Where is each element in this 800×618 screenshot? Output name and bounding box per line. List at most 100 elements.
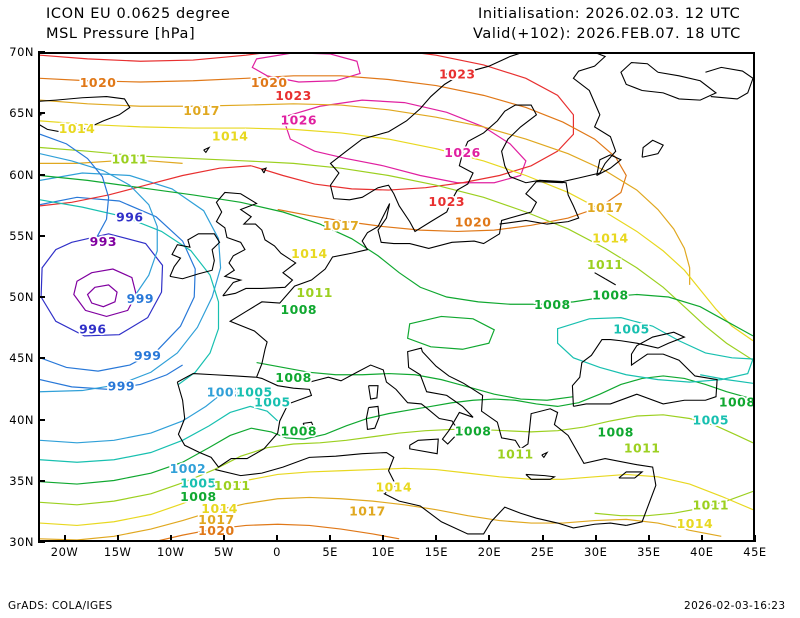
isobar-1011 <box>594 490 753 517</box>
contour-label: 1014 <box>212 128 249 143</box>
x-axis-label: 20E <box>477 545 502 559</box>
isobar-1014 <box>40 467 753 527</box>
contour-label: 1005 <box>180 476 217 491</box>
y-axis-label: 55N <box>9 228 34 243</box>
coastline <box>40 96 131 134</box>
contour-label: 1014 <box>376 479 413 494</box>
contour-label: 1008 <box>597 425 634 440</box>
isobar-1023 <box>40 165 252 207</box>
x-tick <box>63 535 66 542</box>
x-tick <box>276 535 278 542</box>
y-axis-label: 50N <box>9 290 34 304</box>
x-tick <box>488 535 491 542</box>
contour-label-halo: 1005 <box>254 394 291 409</box>
y-axis-label: 65N <box>9 106 34 121</box>
contour-label: 1023 <box>275 88 312 103</box>
footer-credit: GrADS: COLA/IGES <box>8 600 113 612</box>
contour-label-halo: 1020 <box>198 523 235 538</box>
contour-label: 1017 <box>198 512 235 527</box>
contour-label: 1020 <box>80 75 117 90</box>
contour-label-halo: 1026 <box>444 145 481 160</box>
coastline <box>176 376 313 468</box>
y-axis-label: 45N <box>9 351 34 366</box>
coastline <box>177 180 563 383</box>
contour-label-halo: 1008 <box>719 394 753 409</box>
x-axis-label: 30E <box>583 545 608 559</box>
contour-label: 1014 <box>59 121 96 136</box>
isobar-1017 <box>40 99 691 285</box>
contour-label: 999 <box>134 348 161 363</box>
y-tick <box>38 418 45 421</box>
contour-label-halo: 1008 <box>180 489 217 504</box>
coastline <box>409 438 439 455</box>
contour-label-halo: 1008 <box>592 287 629 302</box>
contour-label: 1005 <box>254 394 291 409</box>
contour-label: 1011 <box>587 257 624 272</box>
y-tick <box>38 234 45 237</box>
isobar-999 <box>40 364 183 390</box>
isobar-1008 <box>40 375 753 485</box>
y-axis-label: 40N <box>9 412 34 427</box>
coastline <box>368 385 379 400</box>
isobar-1005 <box>556 317 753 383</box>
contour-label-halo: 1005 <box>613 322 650 337</box>
contour-label-halo: 1011 <box>624 441 661 456</box>
x-tick <box>329 535 332 542</box>
contour-label: 1008 <box>455 423 492 438</box>
contour-label: 1017 <box>323 218 360 233</box>
x-axis-label: 15W <box>103 545 132 559</box>
coastline <box>169 233 221 280</box>
contour-label: 1011 <box>214 478 251 493</box>
isobar-1017 <box>40 160 183 164</box>
coastline <box>261 167 268 174</box>
contour-label-halo: 1023 <box>428 194 465 209</box>
contour-label: 1014 <box>291 246 328 261</box>
contour-label: 1017 <box>349 504 386 519</box>
contour-label-halo: 1011 <box>112 151 149 166</box>
contour-label: 1011 <box>624 441 661 456</box>
contour-label-halo: 999 <box>127 291 154 306</box>
contour-label-halo: 1011 <box>692 498 729 513</box>
contour-label: 999 <box>108 379 135 394</box>
contour-label-halo: 1014 <box>376 479 413 494</box>
contour-label-halo: 1014 <box>592 230 629 245</box>
contour-label-halo: 1005 <box>692 413 729 428</box>
contour-label: 1011 <box>112 151 149 166</box>
x-axis-label: 45E <box>743 545 767 559</box>
coastline <box>620 61 718 101</box>
contour-label-halo: 1008 <box>280 302 317 317</box>
contour-label-halo: 1020 <box>251 75 288 90</box>
x-axis-label: 0 <box>273 545 281 559</box>
y-axis-label: 60N <box>9 167 34 182</box>
contour-label-halo: 993 <box>90 234 117 249</box>
contour-label-halo: 1008 <box>455 423 492 438</box>
contour-label-halo: 999 <box>108 379 135 394</box>
contour-label-halo: 1023 <box>275 88 312 103</box>
contour-label: 999 <box>127 291 154 306</box>
isobar-1014 <box>40 120 753 342</box>
y-tick <box>38 112 45 115</box>
contour-label: 1008 <box>719 394 753 409</box>
y-axis-label: 70N <box>9 45 34 59</box>
x-axis-label: 5W <box>214 545 234 559</box>
contour-label-halo: 1008 <box>597 425 634 440</box>
contour-label-halo: 1005 <box>180 476 217 491</box>
x-tick <box>382 535 385 542</box>
contour-label: 1017 <box>183 103 220 118</box>
header-initialisation: Initialisation: 2026.02.03. 12 UTC <box>478 6 741 22</box>
contour-label-halo: 1017 <box>587 200 624 215</box>
contour-label: 1005 <box>613 322 650 337</box>
x-tick <box>700 535 703 542</box>
contour-label: 1026 <box>280 112 317 127</box>
isobar-1011 <box>40 414 753 506</box>
coastline <box>215 191 297 297</box>
x-axis-label: 10E <box>371 545 395 559</box>
contour-label: 1011 <box>692 498 729 513</box>
coastline <box>604 278 616 286</box>
contour-label-halo: 999 <box>134 348 161 363</box>
y-tick <box>38 51 45 53</box>
isobar-999 <box>40 196 196 372</box>
contour-label: 1008 <box>280 423 317 438</box>
isobar-1011 <box>40 146 753 361</box>
